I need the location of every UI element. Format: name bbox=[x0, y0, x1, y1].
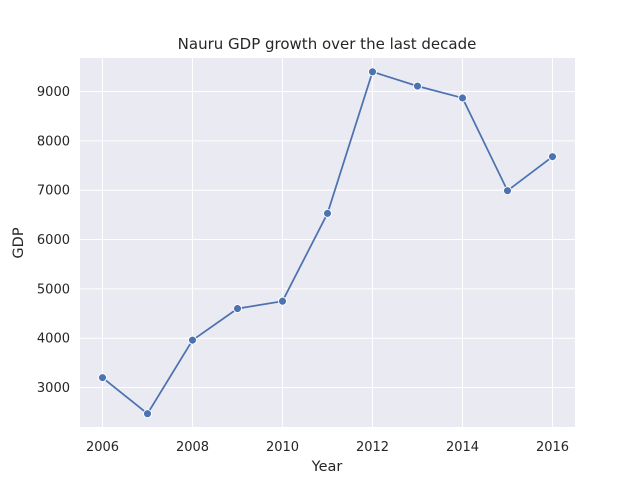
x-tick-label: 2010 bbox=[266, 440, 299, 455]
data-point-2015 bbox=[503, 186, 512, 196]
data-point-2014 bbox=[458, 93, 467, 103]
data-point-2009 bbox=[233, 304, 242, 314]
chart-title: Nauru GDP growth over the last decade bbox=[178, 35, 477, 53]
data-point-2013 bbox=[413, 81, 422, 91]
data-point-2006 bbox=[98, 373, 107, 383]
y-tick-labels: 3000 4000 5000 6000 7000 8000 9000 bbox=[37, 85, 70, 396]
plot-area bbox=[80, 58, 575, 427]
y-tick-label: 6000 bbox=[37, 233, 70, 248]
y-tick-label: 3000 bbox=[37, 381, 70, 396]
x-tick-label: 2006 bbox=[86, 440, 119, 455]
data-point-2011 bbox=[323, 208, 332, 218]
data-point-2010 bbox=[278, 296, 287, 306]
data-points bbox=[98, 67, 557, 419]
x-tick-label: 2008 bbox=[176, 440, 209, 455]
data-point-2016 bbox=[548, 152, 557, 162]
x-tick-label: 2012 bbox=[356, 440, 389, 455]
y-tick-label: 4000 bbox=[37, 332, 70, 347]
x-tick-label: 2014 bbox=[446, 440, 479, 455]
y-tick-label: 7000 bbox=[37, 184, 70, 199]
y-tick-label: 9000 bbox=[37, 85, 70, 100]
x-axis-label: Year bbox=[311, 459, 343, 475]
y-tick-label: 8000 bbox=[37, 134, 70, 149]
data-point-2012 bbox=[368, 67, 377, 77]
data-point-2008 bbox=[188, 335, 197, 345]
y-axis-label: GDP bbox=[11, 227, 27, 258]
x-tick-labels: 2006 2008 2010 2012 2014 2016 bbox=[86, 440, 569, 455]
x-tick-label: 2016 bbox=[536, 440, 569, 455]
grid-lines bbox=[80, 58, 575, 427]
y-tick-label: 5000 bbox=[37, 282, 70, 297]
data-point-2007 bbox=[143, 409, 152, 419]
